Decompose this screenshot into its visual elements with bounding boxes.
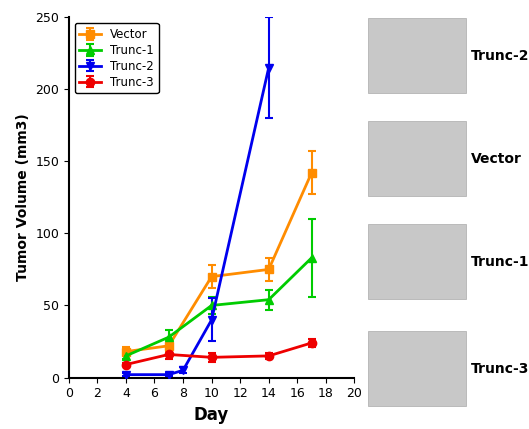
Point <box>407 155 416 162</box>
Point <box>407 52 416 59</box>
Text: Trunc-3: Trunc-3 <box>471 362 529 376</box>
Text: Trunc-1: Trunc-1 <box>471 255 529 269</box>
Point <box>407 366 416 372</box>
Point <box>407 258 416 265</box>
Y-axis label: Tumor Volume (mm3): Tumor Volume (mm3) <box>16 113 30 281</box>
Point <box>407 155 416 162</box>
Text: Trunc-2: Trunc-2 <box>471 49 529 63</box>
Point <box>407 258 416 265</box>
Point <box>407 52 416 59</box>
X-axis label: Day: Day <box>194 406 229 424</box>
Legend: Vector, Trunc-1, Trunc-2, Trunc-3: Vector, Trunc-1, Trunc-2, Trunc-3 <box>75 23 159 94</box>
Text: Vector: Vector <box>471 152 522 166</box>
